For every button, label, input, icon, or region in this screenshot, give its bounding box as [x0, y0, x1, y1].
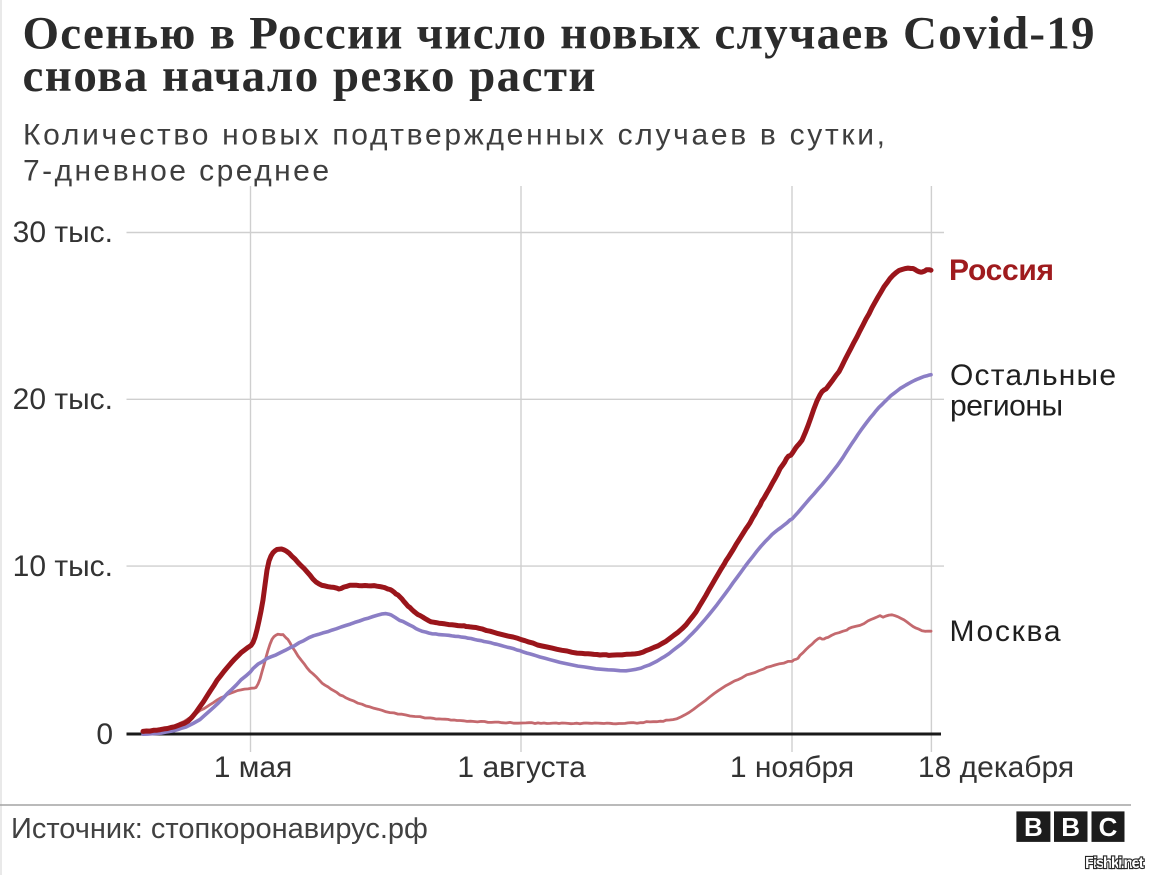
- svg-text:B: B: [1024, 812, 1043, 842]
- svg-text:18 декабря: 18 декабря: [918, 751, 1074, 784]
- svg-text:B: B: [1061, 812, 1080, 842]
- svg-text:Осенью в России число новых сл: Осенью в России число новых случаев Covi…: [23, 8, 1095, 60]
- svg-text:регионы: регионы: [950, 390, 1063, 423]
- svg-text:20 тыс.: 20 тыс.: [13, 383, 113, 416]
- svg-text:1 августа: 1 августа: [457, 751, 586, 784]
- svg-text:7-дневное среднее: 7-дневное среднее: [23, 155, 329, 188]
- svg-text:0: 0: [96, 718, 113, 751]
- svg-text:1 мая: 1 мая: [214, 751, 293, 784]
- svg-text:10 тыс.: 10 тыс.: [13, 550, 113, 583]
- svg-text:1 ноября: 1 ноября: [730, 751, 854, 784]
- svg-text:Остальные: Остальные: [950, 359, 1116, 392]
- svg-text:C: C: [1099, 812, 1118, 842]
- svg-text:Москва: Москва: [950, 615, 1061, 648]
- svg-text:снова начало резко расти: снова начало резко расти: [23, 50, 596, 102]
- svg-text:Fishki.net: Fishki.net: [1085, 855, 1145, 872]
- svg-text:30 тыс.: 30 тыс.: [13, 216, 113, 249]
- svg-text:Источник: стопкоронавирус.рф: Источник: стопкоронавирус.рф: [11, 813, 428, 845]
- svg-text:Россия: Россия: [949, 254, 1054, 287]
- svg-text:Количество новых подтвержденны: Количество новых подтвержденных случаев …: [23, 119, 885, 152]
